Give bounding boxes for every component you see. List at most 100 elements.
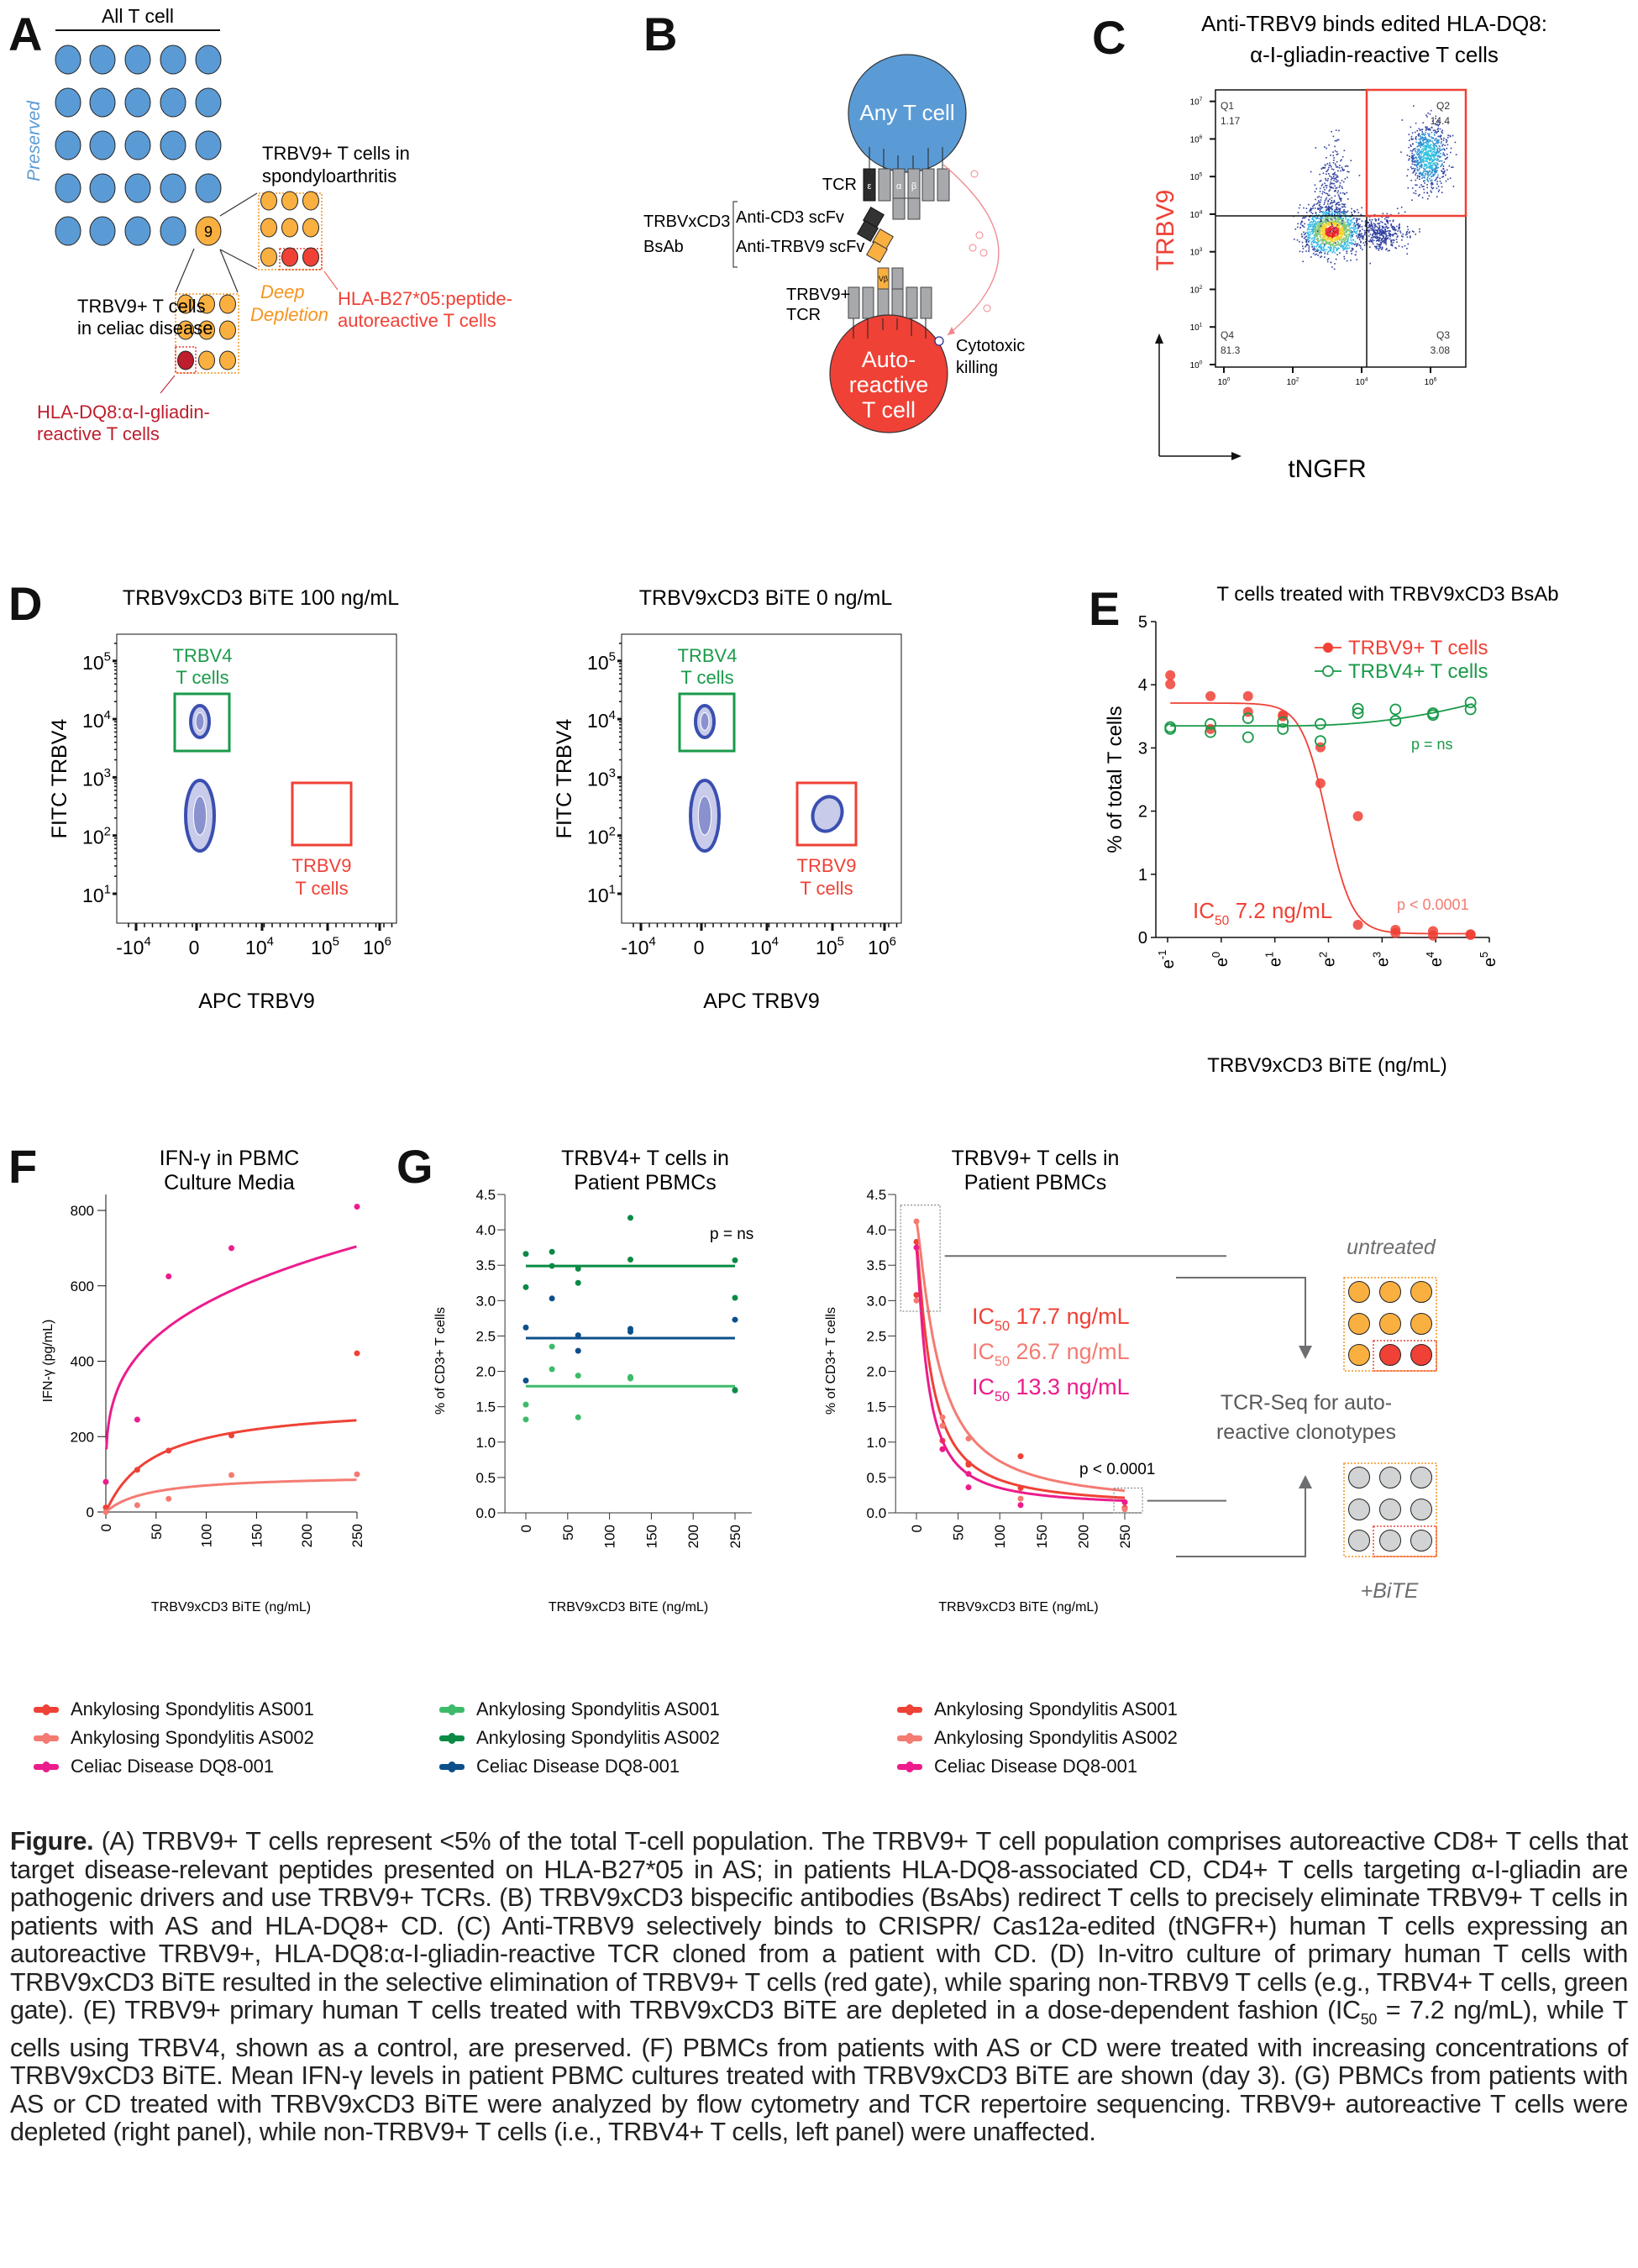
chart-title-line1: TRBV9+ T cells in bbox=[952, 1147, 1120, 1170]
event-dot bbox=[1372, 243, 1374, 245]
event-dot bbox=[1324, 244, 1326, 245]
event-dot bbox=[1447, 134, 1449, 136]
event-dot bbox=[1326, 235, 1327, 237]
legend-f: Ankylosing Spondylitis AS001 Ankylosing S… bbox=[34, 1695, 314, 1781]
t-cell bbox=[55, 45, 81, 75]
event-dot bbox=[1411, 155, 1413, 157]
event-dot bbox=[1339, 192, 1341, 194]
event-dot bbox=[1437, 120, 1440, 122]
event-dot bbox=[1382, 231, 1384, 234]
event-dot bbox=[1333, 182, 1335, 185]
event-dot bbox=[1425, 114, 1427, 117]
depleted-cell bbox=[1348, 1530, 1370, 1551]
event-dot bbox=[1419, 143, 1421, 144]
event-dot bbox=[1428, 171, 1430, 173]
untreated-arrow bbox=[1176, 1277, 1306, 1352]
event-dot bbox=[1428, 134, 1430, 136]
data-point bbox=[913, 1292, 920, 1299]
event-dot bbox=[1327, 222, 1329, 223]
event-dot bbox=[1315, 223, 1317, 225]
event-dot bbox=[1433, 164, 1435, 166]
event-dot bbox=[1321, 234, 1323, 236]
event-dot bbox=[1450, 147, 1452, 150]
event-dot bbox=[1361, 207, 1362, 209]
event-dot bbox=[1346, 226, 1347, 228]
event-dot bbox=[1316, 233, 1318, 235]
event-dot bbox=[1326, 147, 1327, 150]
data-point bbox=[354, 1204, 360, 1210]
event-dot bbox=[1308, 224, 1310, 226]
event-dot bbox=[1336, 224, 1339, 226]
event-dot bbox=[1350, 250, 1352, 252]
event-dot bbox=[1368, 223, 1371, 226]
event-dot bbox=[1438, 139, 1440, 141]
event-dot bbox=[1335, 247, 1336, 249]
event-dot bbox=[1324, 206, 1326, 208]
event-dot bbox=[1342, 210, 1345, 213]
event-dot bbox=[1426, 143, 1429, 144]
event-dot bbox=[1429, 139, 1431, 141]
event-dot bbox=[1329, 183, 1331, 185]
event-dot bbox=[1308, 250, 1310, 253]
event-dot bbox=[1425, 136, 1426, 138]
event-dot bbox=[1305, 239, 1307, 241]
event-dot bbox=[1334, 227, 1336, 229]
event-dot bbox=[1388, 216, 1389, 218]
event-dot bbox=[1308, 203, 1310, 206]
event-dot bbox=[1315, 147, 1317, 149]
event-dot bbox=[1320, 220, 1321, 223]
event-dot bbox=[1342, 218, 1344, 219]
legend-item: Ankylosing Spondylitis AS001 bbox=[34, 1695, 314, 1724]
event-dot bbox=[1384, 230, 1387, 232]
event-dot bbox=[1421, 177, 1423, 180]
event-dot bbox=[1437, 166, 1440, 169]
y-tick-label: 3.0 bbox=[475, 1293, 496, 1309]
event-dot bbox=[1323, 203, 1326, 206]
event-dot bbox=[1415, 184, 1416, 186]
event-dot bbox=[1324, 228, 1326, 230]
event-dot bbox=[1351, 244, 1353, 245]
event-dot bbox=[1352, 243, 1354, 244]
event-dot bbox=[1373, 230, 1374, 232]
event-dot bbox=[1325, 242, 1326, 244]
event-dot bbox=[1335, 238, 1337, 240]
event-dot bbox=[1339, 211, 1341, 213]
cd-autoreactive-box bbox=[175, 346, 197, 374]
event-dot bbox=[1410, 235, 1411, 238]
event-dot bbox=[1315, 221, 1317, 223]
anti-cd3-label: Anti-CD3 scFv bbox=[736, 208, 844, 227]
event-dot bbox=[1328, 223, 1331, 224]
event-dot bbox=[1346, 235, 1348, 238]
x-tick-label: 150 bbox=[643, 1525, 659, 1548]
panel-c-flow-plot: Anti-TRBV9 binds edited HLA-DQ8: α-I-gli… bbox=[1152, 11, 1547, 483]
event-dot bbox=[1327, 237, 1330, 239]
event-dot bbox=[1329, 198, 1331, 200]
event-dot bbox=[1431, 165, 1433, 168]
event-dot bbox=[1433, 154, 1435, 155]
event-dot bbox=[1442, 152, 1445, 154]
event-dot bbox=[1336, 229, 1338, 232]
event-dot bbox=[1310, 238, 1313, 240]
event-dot bbox=[1360, 240, 1362, 243]
event-dot bbox=[1421, 133, 1423, 135]
event-dot bbox=[1358, 225, 1361, 228]
event-dot bbox=[1385, 249, 1387, 250]
y-axis-label: % of CD3+ T cells bbox=[824, 1307, 838, 1415]
event-dot bbox=[1416, 164, 1418, 165]
event-dot bbox=[1421, 144, 1423, 145]
event-dot bbox=[1318, 233, 1320, 234]
event-dot bbox=[1316, 244, 1318, 246]
event-dot bbox=[1309, 231, 1311, 234]
panel-label-g: G bbox=[396, 1140, 433, 1193]
event-dot bbox=[1443, 148, 1445, 150]
event-dot bbox=[1438, 148, 1441, 150]
x-tick-label: 250 bbox=[727, 1525, 743, 1548]
event-dot bbox=[1383, 230, 1385, 232]
x-tick-label: 0 bbox=[98, 1524, 114, 1531]
event-dot bbox=[1432, 160, 1434, 162]
p-value-trbv9: p < 0.0001 bbox=[1397, 896, 1469, 913]
event-dot bbox=[1317, 238, 1320, 240]
event-dot bbox=[1444, 149, 1446, 151]
event-dot bbox=[1337, 232, 1340, 234]
event-dot bbox=[1331, 240, 1334, 243]
